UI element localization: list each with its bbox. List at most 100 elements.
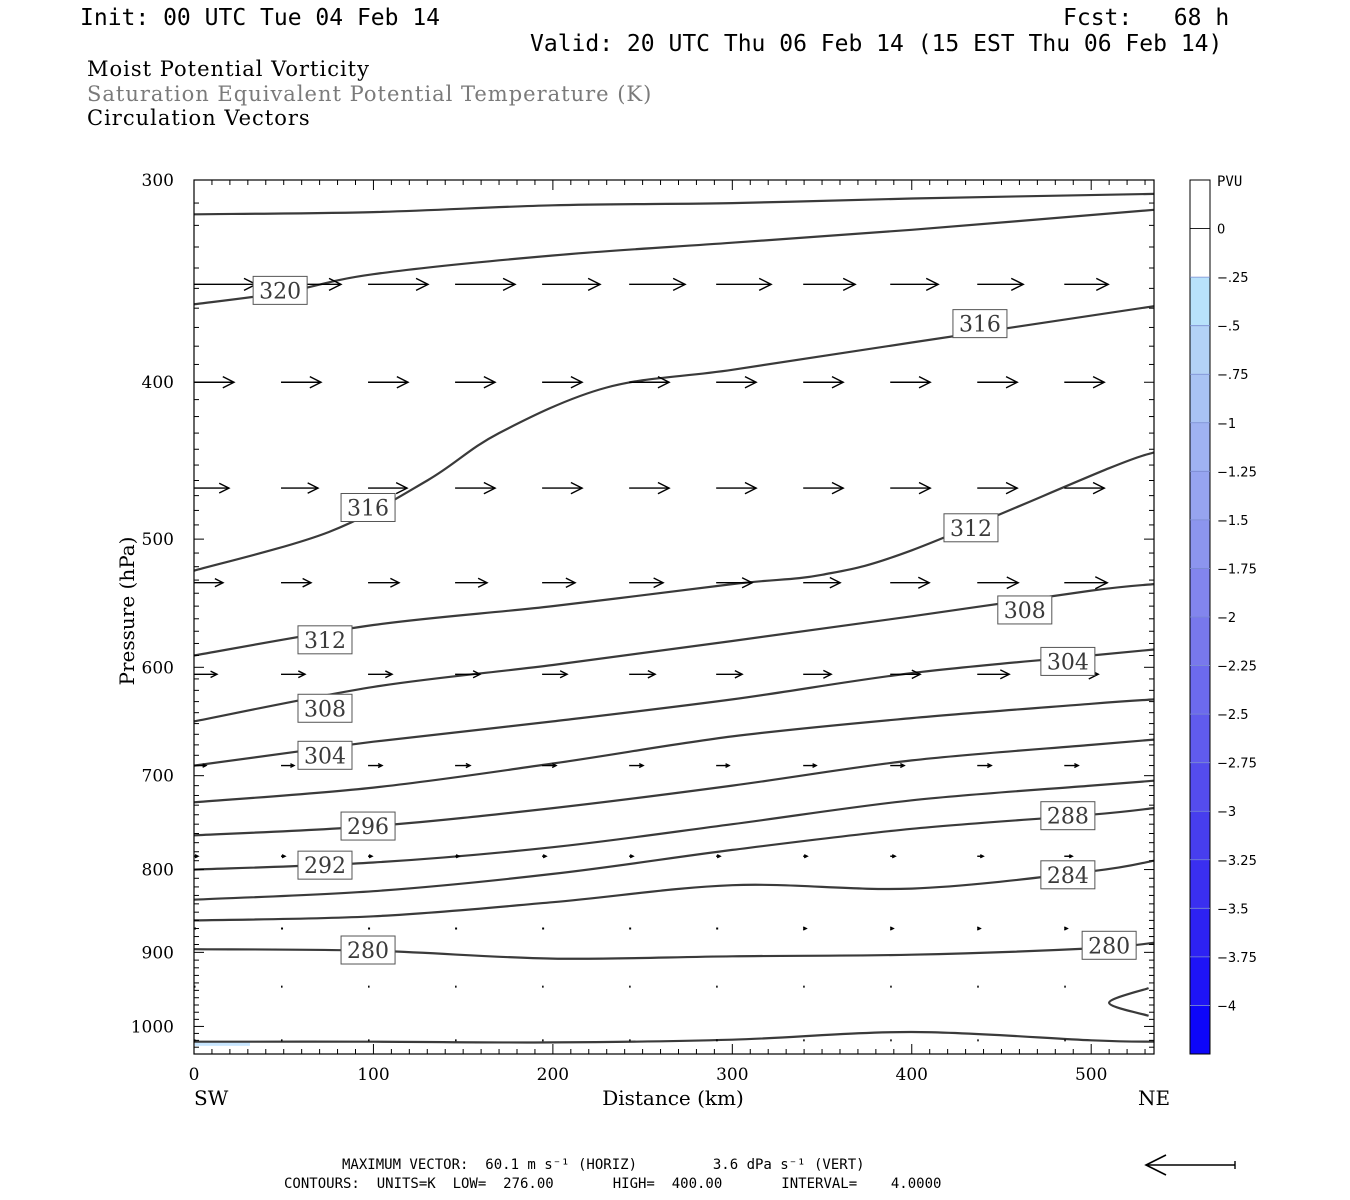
- vector-arrow: [803, 669, 833, 679]
- legend-swatch: [1190, 519, 1210, 569]
- vector-arrow: [542, 376, 584, 389]
- vector-arrow: [890, 376, 932, 389]
- legend-level-label: −.25: [1217, 271, 1249, 286]
- pv-shading-layer: [195, 1041, 250, 1046]
- vector-arrow-head: [657, 481, 671, 495]
- vector-arrow: [194, 482, 231, 494]
- vector-arrow-head: [222, 376, 236, 389]
- vector-arrow-head: [716, 854, 722, 859]
- vector-arrow: [716, 670, 744, 679]
- x-tick-label: 300: [716, 1065, 748, 1085]
- pv-legend: 0 −.25 −.5 −.75 −1 −1.25 −1.5 −1.75 −2 −2.25 −2.5 −…: [1189, 174, 1257, 1055]
- vector-arrow: [368, 762, 384, 769]
- y-tick-label: 500: [142, 530, 174, 550]
- vector-arrow-head: [281, 854, 287, 859]
- vector-arrow-head: [831, 481, 845, 495]
- contour-label-text: 284: [1047, 864, 1089, 889]
- legend-swatch: [1190, 277, 1210, 326]
- legend-swatch: [1190, 471, 1210, 520]
- vector-arrow: [542, 854, 548, 859]
- vector-arrow: [368, 376, 410, 389]
- vector-arrow-head: [1005, 481, 1019, 495]
- init-time: Init: 00 UTC Tue 04 Feb 14: [80, 5, 441, 31]
- vector-arrow: [890, 762, 906, 769]
- vector-arrow-head: [415, 277, 430, 291]
- vector-arrow-head: [559, 670, 569, 679]
- legend-swatch: [1190, 374, 1210, 423]
- vector-arrow: [455, 481, 497, 495]
- contour-label: 320: [252, 275, 308, 305]
- legend-swatch: [1190, 811, 1210, 860]
- contour-line-284: [193, 941, 1155, 960]
- contour-label-text: 316: [347, 496, 389, 521]
- contour-label-box: [340, 935, 396, 965]
- vector-arrow-head: [396, 376, 410, 389]
- legend-level-label: −3.25: [1217, 854, 1257, 869]
- field-title-mpv: Moist Potential Vorticity: [87, 57, 370, 81]
- reference-vector: [1144, 1154, 1236, 1176]
- vector-arrow: [194, 578, 225, 588]
- legend-swatch: [1190, 180, 1210, 229]
- reference-vector-head: [1144, 1154, 1167, 1176]
- vector-arrow: [1064, 277, 1110, 291]
- contour-label: 304: [1040, 646, 1096, 676]
- vector-arrow-head: [917, 576, 931, 589]
- y-tick-label: 600: [142, 658, 174, 678]
- contour-label-text: 288: [1047, 805, 1089, 830]
- vector-arrow-head: [1068, 854, 1074, 859]
- vector-arrow: [977, 277, 1025, 291]
- vector-arrow: [1064, 481, 1106, 495]
- y-tick-label: 1000: [131, 1017, 174, 1037]
- contour-label: 280: [1081, 930, 1137, 960]
- vector-arrow-head: [802, 926, 808, 931]
- contour-label: 308: [997, 595, 1053, 625]
- contour-label-text: 308: [304, 697, 346, 722]
- vector-arrow-head: [368, 854, 374, 859]
- contour-label: 304: [297, 740, 353, 770]
- vector-arrow-head: [725, 763, 731, 769]
- vector-arrow: [629, 481, 671, 495]
- vector-arrow-head: [1010, 277, 1025, 291]
- vector-arrow-head: [542, 854, 548, 859]
- contour-label: 292: [297, 850, 353, 880]
- vector-arrow: [1064, 854, 1074, 859]
- vector-arrow: [455, 854, 461, 859]
- y-tick-label: 900: [142, 943, 174, 963]
- vector-arrow-head: [477, 577, 489, 588]
- vector-arrow-head: [1092, 376, 1106, 389]
- legend-level-label: −.75: [1217, 368, 1249, 383]
- x-end-label-sw: SW: [194, 1086, 229, 1110]
- vector-arrow-head: [638, 762, 645, 769]
- vector-arrow: [803, 376, 845, 389]
- y-tick-label: 800: [142, 861, 174, 881]
- vector-arrow: [629, 376, 671, 389]
- contour-label: 288: [1040, 801, 1096, 831]
- contour-label: 308: [297, 693, 353, 723]
- vector-arrow-head: [483, 481, 497, 495]
- vector-arrow: [455, 277, 517, 291]
- contour-label-box: [1040, 801, 1096, 831]
- vector-arrow: [368, 670, 394, 679]
- vector-arrow-head: [803, 854, 809, 859]
- vector-arrow: [629, 577, 665, 589]
- forecast-hour: Fcst: 68 h: [1063, 5, 1230, 31]
- legend-swatch: [1190, 859, 1210, 909]
- legend-level-label: −3: [1217, 805, 1236, 820]
- vector-arrow-head: [465, 762, 472, 769]
- vector-arrow: [977, 762, 993, 769]
- vector-arrow-head: [502, 277, 517, 291]
- vector-arrow-head: [302, 577, 313, 588]
- contour-label: 312: [943, 513, 999, 543]
- contour-label-text: 308: [1004, 599, 1046, 624]
- vector-arrow: [1064, 762, 1080, 769]
- vector-arrow-head: [390, 577, 401, 588]
- vector-arrow-head: [570, 376, 584, 389]
- vector-arrow-head: [570, 481, 584, 495]
- vector-arrow: [716, 577, 754, 589]
- vector-arrow: [194, 670, 219, 679]
- vector-arrow: [542, 481, 584, 495]
- contour-label-box: [297, 625, 353, 655]
- legend-swatch: [1190, 568, 1210, 617]
- x-tick-label: 400: [896, 1065, 928, 1085]
- contour-label-box: [952, 309, 1008, 339]
